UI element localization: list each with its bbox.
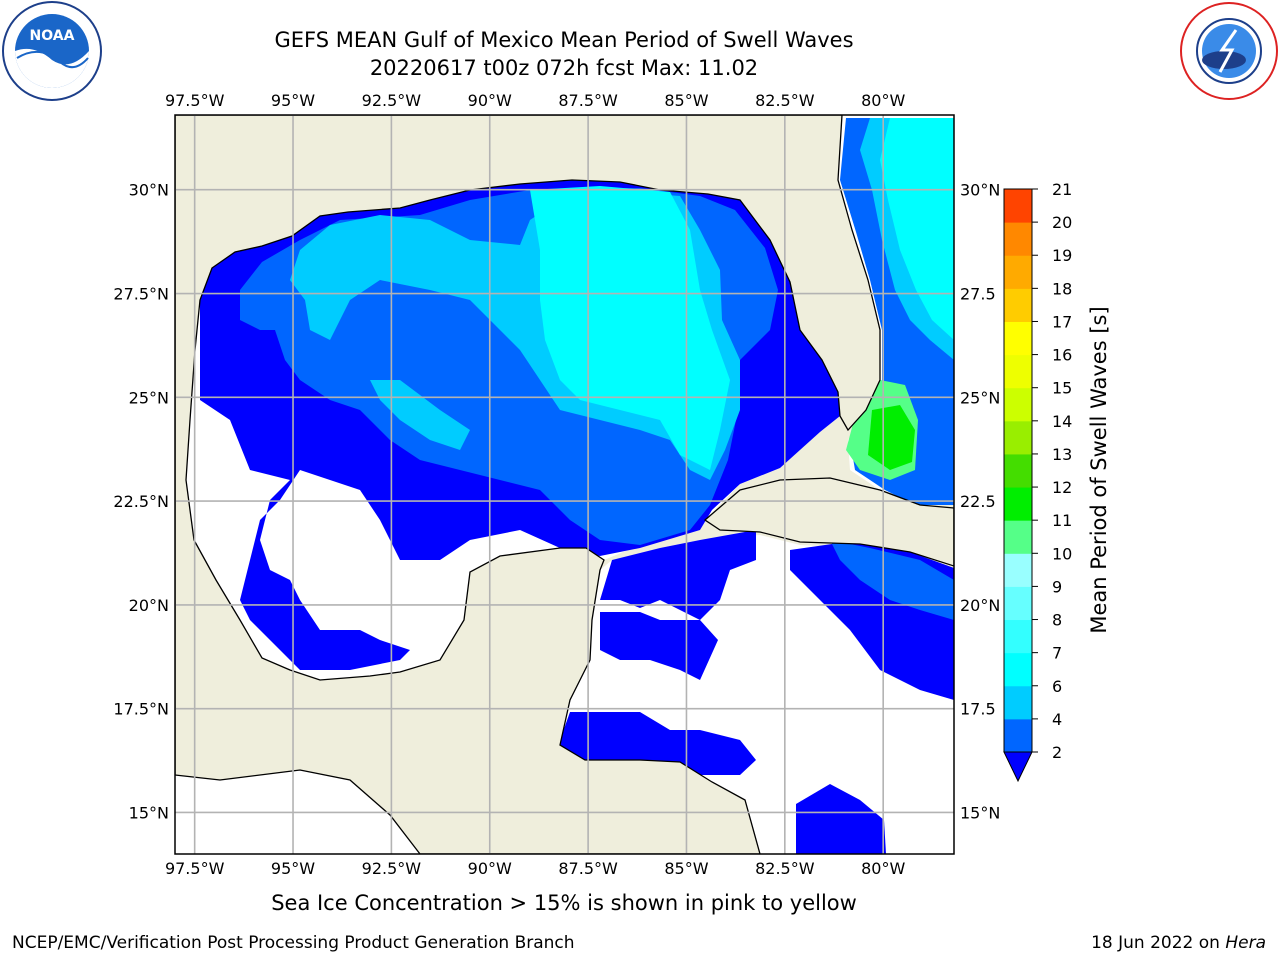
colorbar-cell — [1004, 189, 1032, 223]
colorbar-tick-label: 8 — [1052, 611, 1062, 630]
colorbar-cell — [1004, 619, 1032, 654]
lat-tick-right: 15°N — [960, 803, 1000, 822]
lon-tick-top: 92.5°W — [362, 91, 422, 110]
lon-tick-bottom: 95°W — [271, 859, 315, 878]
colorbar-tick-label: 19 — [1052, 246, 1072, 265]
lat-tick-left: 30°N — [129, 181, 169, 200]
lon-tick-top: 82.5°W — [755, 91, 815, 110]
colorbar-cell — [1004, 222, 1032, 256]
footer-branch: NCEP/EMC/Verification Post Processing Pr… — [12, 933, 575, 953]
colorbar-tick-label: 17 — [1052, 312, 1072, 331]
colorbar-cell — [1004, 420, 1032, 455]
colorbar-tick-label: 2 — [1052, 743, 1062, 762]
chart-subtitle: 20220617 t00z 072h fcst Max: 11.02 — [369, 56, 759, 80]
colorbar-cell — [1004, 487, 1032, 521]
colorbar-cell — [1004, 288, 1032, 322]
colorbar-tick-label: 4 — [1052, 710, 1062, 729]
cuba-land — [703, 477, 954, 567]
map-frame — [174, 114, 955, 855]
colorbar-tick-label: 21 — [1052, 180, 1072, 199]
swell-zone-7s — [530, 186, 730, 470]
colorbar-cell — [1004, 453, 1032, 488]
lat-tick-right: 25°N — [960, 388, 1000, 407]
colorbar-tick-label: 11 — [1052, 511, 1072, 530]
colorbar-cell — [1004, 354, 1032, 389]
colorbar-tick-label: 13 — [1052, 445, 1072, 464]
lon-tick-top: 95°W — [271, 91, 315, 110]
colorbar-tick-label: 7 — [1052, 644, 1062, 663]
lat-tick-right: 27.5 — [960, 285, 996, 304]
colorbar-cell — [1004, 586, 1032, 621]
swell-zone-atl-7s — [880, 118, 954, 340]
svg-text:NOAA: NOAA — [30, 28, 75, 44]
map-area — [175, 115, 954, 854]
footer-host: Hera — [1225, 933, 1266, 953]
lon-tick-top: 87.5°W — [558, 91, 618, 110]
lon-tick-bottom: 80°W — [861, 859, 905, 878]
lon-tick-top: 90°W — [468, 91, 512, 110]
colorbar-tick-label: 10 — [1052, 544, 1072, 563]
lat-tick-left: 25°N — [129, 388, 169, 407]
colorbar-frame — [1003, 188, 1033, 753]
swell-zone-carib-4s — [830, 540, 954, 620]
nws-logo-icon — [1180, 2, 1278, 100]
map-tick-labels: 97.5°W 97.5°W 95°W 95°W 92.5°W 92.5°W 90°W 90°W… — [113, 91, 1000, 878]
colorbar-tick-label: 16 — [1052, 346, 1072, 365]
lon-tick-bottom: 82.5°W — [755, 859, 815, 878]
swell-zone-carib-2s — [600, 530, 756, 620]
landmasses — [175, 115, 954, 854]
colorbar-ticks: 2 4 6 7 8 9 10 11 12 13 14 15 16 17 18 19 20 21 — [1032, 180, 1072, 762]
swell-zone-atl-10s — [868, 405, 915, 470]
lon-tick-bottom: 87.5°W — [558, 859, 618, 878]
lon-tick-bottom: 92.5°W — [362, 859, 422, 878]
map-gridlines — [175, 115, 954, 854]
swell-zone-carib-2s-b — [600, 612, 718, 680]
colorbar-tick-label: 14 — [1052, 412, 1072, 431]
lon-tick-top: 80°W — [861, 91, 905, 110]
colorbar-tick-label: 18 — [1052, 279, 1072, 298]
footer-date: 18 Jun 2022 on Hera — [1091, 933, 1266, 953]
lon-tick-bottom: 97.5°W — [165, 859, 225, 878]
lon-tick-top: 97.5°W — [165, 91, 225, 110]
lat-tick-right: 22.5 — [960, 492, 996, 511]
colorbar-cell — [1004, 321, 1032, 356]
lat-tick-right: 20°N — [960, 596, 1000, 615]
colorbar-tick-label: 12 — [1052, 478, 1072, 497]
noaa-logo-icon: NOAA — [2, 1, 102, 101]
colorbar-extend-triangle — [1003, 751, 1033, 783]
colorbar-cell — [1004, 520, 1032, 554]
lat-tick-left: 15°N — [129, 803, 169, 822]
sea-ice-note: Sea Ice Concentration > 15% is shown in … — [271, 891, 857, 915]
chart-title: GEFS MEAN Gulf of Mexico Mean Period of … — [274, 28, 854, 52]
lat-tick-left: 17.5°N — [113, 700, 169, 719]
colorbar-tick-label: 9 — [1052, 577, 1062, 596]
lat-tick-right: 30°N — [960, 181, 1000, 200]
swell-zone-carib-2s-e — [796, 784, 886, 854]
lon-tick-bottom: 90°W — [468, 859, 512, 878]
colorbar-tick-label: 20 — [1052, 213, 1072, 232]
footer-date-text: 18 Jun 2022 on — [1091, 933, 1226, 953]
colorbar-cells — [1004, 189, 1032, 753]
colorbar-cell — [1004, 652, 1032, 687]
us-gulf-coast-land — [175, 115, 881, 854]
lat-tick-left: 20°N — [129, 596, 169, 615]
lat-tick-left: 27.5°N — [113, 285, 169, 304]
lat-tick-left: 22.5°N — [113, 492, 169, 511]
lon-tick-bottom: 85°W — [664, 859, 708, 878]
lat-tick-right: 17.5 — [960, 700, 996, 719]
colorbar-cell — [1004, 255, 1032, 289]
colorbar-cell — [1004, 685, 1032, 720]
lon-tick-top: 85°W — [664, 91, 708, 110]
colorbar-cell — [1004, 387, 1032, 422]
swell-zone-carib-2s-c — [560, 712, 756, 775]
colorbar-label: Mean Period of Swell Waves [s] — [1087, 306, 1111, 633]
colorbar: 2 4 6 7 8 9 10 11 12 13 14 15 16 17 18 19 20 21 Mean Peri… — [1003, 180, 1111, 783]
colorbar-cell — [1004, 553, 1032, 587]
colorbar-tick-label: 15 — [1052, 379, 1072, 398]
colorbar-cell — [1004, 718, 1032, 753]
colorbar-tick-label: 6 — [1052, 677, 1062, 696]
